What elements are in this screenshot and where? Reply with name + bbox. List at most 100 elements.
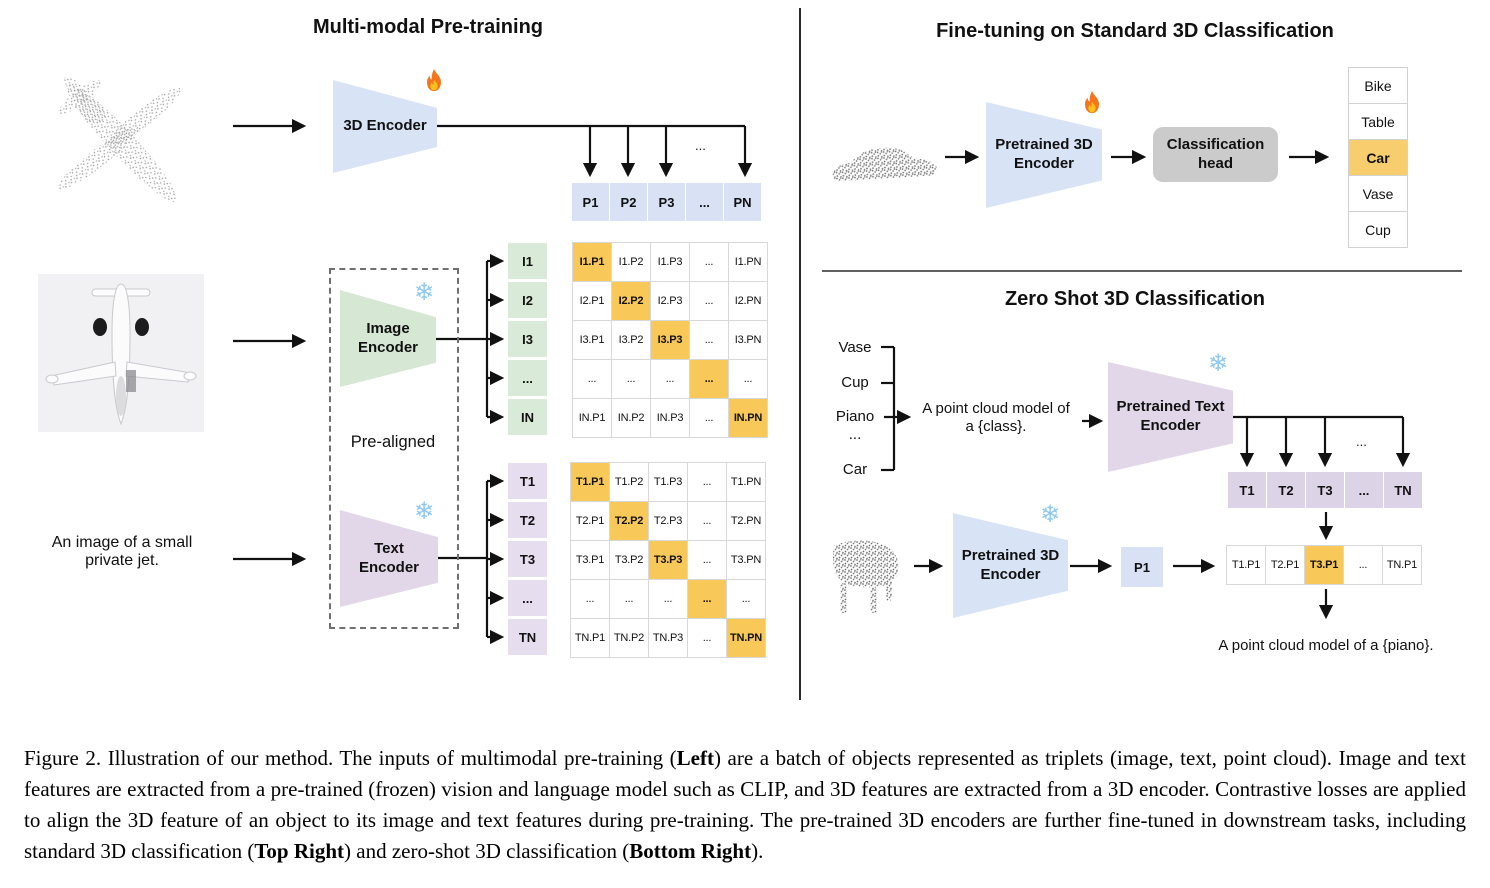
zs-prompt: A point cloud model of a {class}. [922,400,1070,435]
caption-segment: Left [676,746,714,770]
matrix-cell: T2.P1 [571,502,609,540]
matrix-cell: I1.P3 [651,243,689,281]
matrix-cell: I3.P2 [612,321,650,359]
t-cell: T2 [508,502,547,538]
classification-head: Classification head [1153,127,1278,182]
classification-head-label: Classification head [1166,135,1265,172]
fire-icon [427,68,441,92]
zs-t-row: T1 T2 T3... TN [1228,472,1422,508]
t-cell: ... [508,580,547,616]
matrix-cell: T1.P3 [649,463,687,501]
matrix-cell: ... [688,463,726,501]
car-point-cloud [832,147,937,182]
matrix-cell: I2.P2 [612,282,650,320]
matrix-cell: IN.P1 [573,399,611,437]
zs-class-cup: Cup [841,374,869,391]
image-point-matrix: I1.P1 I1.P2 I1.P3... I1.PN I2.P1 I2.P2 I2.P3..… [572,242,768,438]
matrix-cell: I2.P1 [573,282,611,320]
zs-class-vase: Vase [838,339,872,356]
caption-segment: Top Right [254,839,345,863]
matrix-cell: ... [729,360,767,398]
i-feature-col: I1 I2 I3... IN [508,243,547,435]
matrix-cell: I2.P3 [651,282,689,320]
airplane-photo [38,274,204,432]
matrix-cell: TN.PN [727,619,765,657]
matrix-cell: ... [688,502,726,540]
matrix-cell: T1.PN [727,463,765,501]
result-cell: T2.P1 [1266,546,1304,584]
caption-segment: ) are a batch of objects represented as … [24,746,1466,863]
matrix-cell: ... [688,580,726,618]
matrix-cell: T1.P2 [610,463,648,501]
matrix-cell: T3.P2 [610,541,648,579]
arrows-overlay [233,8,1462,700]
matrix-cell: ... [688,619,726,657]
matrix-cell: TN.P2 [610,619,648,657]
caption-segment: Figure 2. Illustration of our method. Th… [24,746,677,770]
t-cell: T3 [1306,472,1344,508]
matrix-cell: ... [610,580,648,618]
matrix-cell: I3.P1 [573,321,611,359]
matrix-cell: T2.PN [727,502,765,540]
pretrained-text-encoder-label: Pretrained Text Encoder [1116,398,1225,434]
p-cell: ... [686,183,723,221]
zs-p1-box: P1 [1121,547,1163,587]
matrix-cell: ... [688,541,726,579]
matrix-cell: ... [690,360,728,398]
t-feature-col: T1 T2 T3... TN [508,463,547,655]
class-list: Bike Table Car Vase Cup [1348,67,1408,248]
i-cell: I2 [508,282,547,318]
t-cell: T1 [508,463,547,499]
zs-class-ellipsis: ... [848,426,862,443]
zs-result-prompt: A point cloud model of a {piano}. [1218,637,1434,654]
matrix-cell: T2.P3 [649,502,687,540]
snowflake-icon: ❄ [414,279,435,306]
matrix-cell: ... [690,321,728,359]
result-cell: T3.P1 [1305,546,1343,584]
matrix-cell: I1.PN [729,243,767,281]
pretrained-3d-encoder-label: Pretrained 3D Encoder [995,136,1093,172]
zeroshot-title: Zero Shot 3D Classification [1004,288,1266,310]
text-point-matrix: T1.P1 T1.P2 T1.P3... T1.PN T2.P1 T2.P2 T2.P3..… [570,462,766,658]
t-cell: TN [1384,472,1422,508]
result-cell: ... [1344,546,1382,584]
class-cell: Car [1349,140,1407,175]
p-cell: PN [724,183,761,221]
matrix-cell: ... [690,243,728,281]
matrix-cell: ... [690,282,728,320]
matrix-cell: IN.PN [729,399,767,437]
fire-icon [1085,90,1099,114]
class-cell: Bike [1349,68,1407,103]
matrix-cell: ... [727,580,765,618]
finetune-title: Fine-tuning on Standard 3D Classificatio… [936,20,1334,42]
p-feature-row: P1 P2 P3... PN [572,183,761,221]
matrix-cell: T3.P3 [649,541,687,579]
p-cell: P1 [572,183,609,221]
i-cell: I1 [508,243,547,279]
matrix-cell: ... [690,399,728,437]
piano-point-cloud [833,540,899,613]
pre-aligned-label: Pre-aligned [350,433,436,451]
matrix-cell: IN.P3 [651,399,689,437]
matrix-cell: T3.PN [727,541,765,579]
caption-segment: Bottom Right [629,839,752,863]
t-cell: T2 [1267,472,1305,508]
matrix-cell: I3.P3 [651,321,689,359]
figure-caption: Figure 2. Illustration of our method. Th… [24,743,1466,867]
i-cell: ... [508,360,547,396]
t-fan-ellipsis: ... [1356,434,1367,449]
matrix-cell: IN.P2 [612,399,650,437]
snowflake-icon: ❄ [1208,350,1229,377]
matrix-cell: T1.P1 [571,463,609,501]
t-cell: T3 [508,541,547,577]
matrix-cell: T2.P2 [610,502,648,540]
matrix-cell: I2.PN [729,282,767,320]
matrix-cell: TN.P1 [571,619,609,657]
matrix-cell: ... [651,360,689,398]
p-cell: P2 [610,183,647,221]
p-fan-ellipsis: ... [695,138,706,153]
t-cell: ... [1345,472,1383,508]
matrix-cell: I3.PN [729,321,767,359]
matrix-cell: ... [571,580,609,618]
p-cell: P3 [648,183,685,221]
